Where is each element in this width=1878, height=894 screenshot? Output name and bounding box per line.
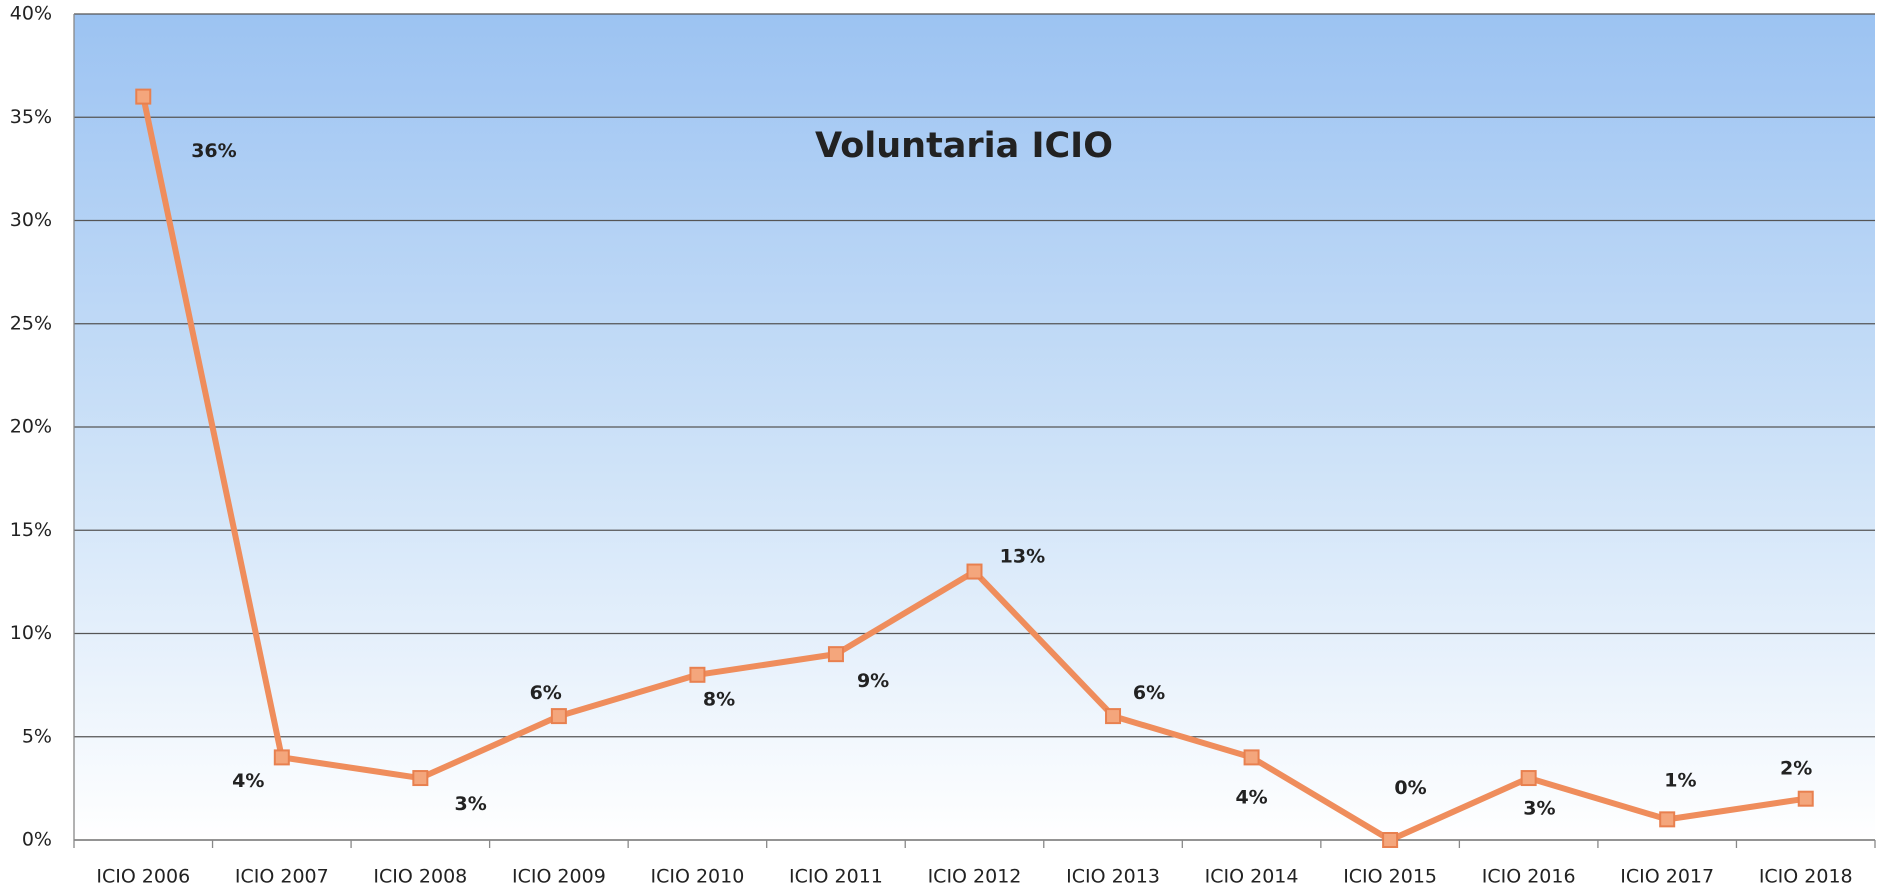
data-label: 3% — [455, 793, 487, 815]
x-tick-label: ICIO 2012 — [928, 866, 1022, 888]
data-point — [1520, 770, 1537, 787]
y-tick-label: 15% — [10, 519, 52, 541]
x-tick-label: ICIO 2014 — [1205, 866, 1299, 888]
x-tick-label: ICIO 2006 — [96, 866, 190, 888]
data-point — [1105, 708, 1122, 725]
data-point — [827, 646, 844, 663]
x-tick-label: ICIO 2011 — [789, 866, 883, 888]
data-label: 1% — [1664, 770, 1696, 792]
y-tick-label: 0% — [22, 829, 52, 851]
y-tick-label: 5% — [22, 725, 52, 747]
y-tick-label: 30% — [10, 209, 52, 231]
x-tick-label: ICIO 2010 — [651, 866, 745, 888]
x-tick-label: ICIO 2016 — [1482, 866, 1576, 888]
data-label: 9% — [857, 670, 889, 692]
data-label: 4% — [1235, 787, 1267, 809]
data-label: 0% — [1394, 777, 1426, 799]
data-point — [1382, 832, 1399, 848]
data-label: 13% — [1000, 546, 1045, 568]
y-tick-label: 35% — [10, 106, 52, 128]
data-point — [1659, 811, 1676, 828]
data-label: 6% — [1133, 682, 1165, 704]
data-label: 4% — [232, 770, 264, 792]
x-tick-label: ICIO 2007 — [235, 866, 329, 888]
y-tick-label: 10% — [10, 622, 52, 644]
x-tick-label: ICIO 2015 — [1343, 866, 1437, 888]
x-tick-label: ICIO 2009 — [512, 866, 606, 888]
data-label: 3% — [1523, 798, 1555, 820]
chart-title: Voluntaria ICIO — [815, 126, 1113, 166]
data-point — [273, 749, 290, 766]
x-tick-label: ICIO 2017 — [1620, 866, 1714, 888]
data-point — [966, 563, 983, 580]
data-label: 36% — [191, 140, 236, 162]
x-tick-label: ICIO 2018 — [1759, 866, 1853, 888]
x-tick-label: ICIO 2008 — [373, 866, 467, 888]
data-label: 6% — [530, 682, 562, 704]
y-tick-label: 40% — [10, 3, 52, 25]
data-point — [1797, 790, 1814, 807]
data-label: 8% — [703, 688, 735, 710]
data-point — [689, 666, 706, 683]
data-point — [550, 708, 567, 725]
y-tick-label: 25% — [10, 312, 52, 334]
x-tick-label: ICIO 2013 — [1066, 866, 1160, 888]
data-point — [1243, 749, 1260, 766]
data-label: 2% — [1780, 757, 1812, 779]
data-point — [412, 770, 429, 787]
y-tick-label: 20% — [10, 416, 52, 438]
data-point — [135, 88, 152, 105]
